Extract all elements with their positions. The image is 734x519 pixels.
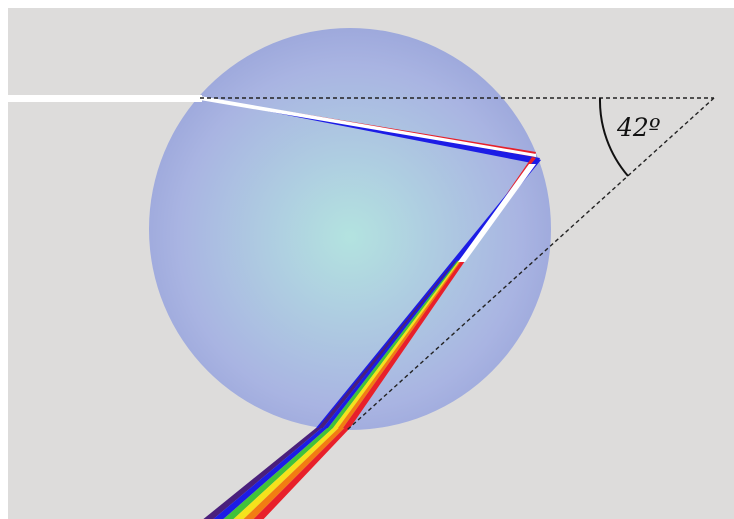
reflected-band-4 [338,260,462,428]
reflected-spectrum-band [318,259,464,428]
angle-arc [598,97,629,177]
reflected-band-2 [328,260,459,428]
reflected-white-ray [458,164,536,262]
exit-band-0 [203,428,322,519]
water-droplet [149,28,551,430]
internal-white-ray [200,96,536,157]
exit-direction-line [346,97,715,431]
exiting-spectrum-band [203,428,350,519]
exit-band-5 [253,428,350,519]
reflected-band-5 [343,259,464,428]
exit-band-1 [213,428,328,519]
incoming-white-light-ray [8,95,202,102]
exit-band-3 [233,428,339,519]
angle-label: 42º [616,113,661,142]
reflected-band-3 [333,260,461,428]
exit-band-4 [243,428,345,519]
exit-band-2 [223,428,333,519]
reflected-band-0 [318,261,456,428]
reflected-band-1 [323,260,458,428]
